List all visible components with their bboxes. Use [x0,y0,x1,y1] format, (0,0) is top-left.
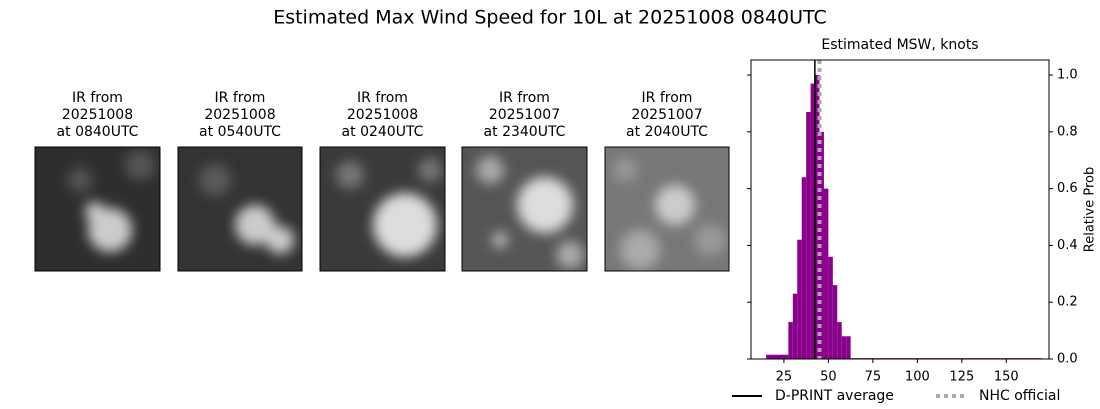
x-tick-label: 100 [905,370,930,385]
panel-title: at 0840UTC [57,124,139,140]
y-tick-label: 0.0 [1057,352,1078,367]
bar [841,336,847,359]
y-tick-label: 0.8 [1057,124,1078,139]
panel-title: 20251007 [489,107,560,123]
panel-title: 20251008 [347,107,418,123]
plot-frame [750,59,1050,360]
panel-title: 20251007 [631,107,702,123]
x-tick-label: 75 [865,370,882,385]
chart-title: Estimated MSW, knots [821,37,978,53]
ir-image [605,147,729,271]
bar [832,285,838,359]
y-tick-label: 0.4 [1057,238,1078,253]
x-tick-label: 150 [994,370,1019,385]
bar [823,188,829,359]
panel-title: at 0540UTC [199,124,281,140]
panel-title: 20251008 [204,107,275,123]
panel-title: IR from [642,90,693,106]
ir-image [462,147,587,271]
bar [810,83,816,359]
bar [828,256,833,359]
x-tick-label: 50 [820,370,837,385]
ir-image [320,147,445,271]
bar [797,239,802,359]
bar [819,131,824,359]
ir-image [35,147,160,271]
legend-label: NHC official [979,388,1060,404]
ir-images [34,146,730,272]
panel-title: IR from [499,90,550,106]
panel-title: at 2040UTC [626,124,708,140]
panel-title: IR from [215,90,266,106]
panel-title: IR from [72,90,123,106]
x-tick-label: 25 [776,370,793,385]
y-axis-label: Relative Prob [1083,167,1098,252]
bar [837,322,842,359]
figure-title: Estimated Max Wind Speed for 10L at 2025… [273,7,827,29]
ir-image [178,147,302,271]
y-tick-label: 0.6 [1057,181,1078,196]
bar [806,111,811,360]
x-tick-label: 125 [949,370,974,385]
panel-title: at 2340UTC [484,124,566,140]
panel-title: at 0240UTC [342,124,424,140]
bar [815,75,820,360]
bar [788,322,793,359]
bar [792,293,798,359]
legend-label: D-PRINT average [775,388,894,404]
y-tick-label: 1.0 [1057,68,1078,83]
panel-title: 20251008 [62,107,133,123]
panel-title: IR from [357,90,408,106]
bar [766,354,789,359]
y-tick-label: 0.2 [1057,295,1078,310]
bar [846,336,851,359]
bar [801,177,807,359]
